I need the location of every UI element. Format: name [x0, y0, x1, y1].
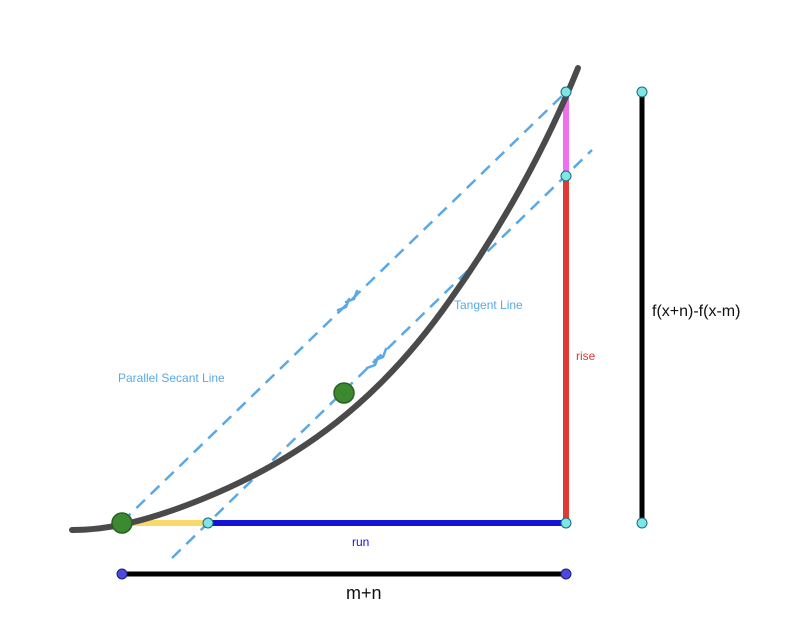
point-tangency[interactable] [333, 382, 355, 404]
tangent-label: Tangent Line [454, 298, 523, 312]
run-label: run [352, 535, 369, 549]
point-a[interactable] [111, 512, 133, 534]
point-width-right[interactable] [560, 568, 572, 580]
parallel-secant-label: Parallel Secant Line [118, 371, 225, 385]
point-run-start[interactable] [202, 517, 214, 529]
point-bar-top[interactable] [636, 86, 648, 98]
point-bar-bottom[interactable] [636, 517, 648, 529]
double-chevron-icon [365, 347, 388, 370]
point-secant-top[interactable] [560, 86, 572, 98]
function-curve [69, 65, 581, 533]
tangent-line [171, 149, 593, 559]
point-width-left[interactable] [116, 568, 128, 580]
double-chevron-icon [336, 289, 359, 312]
difference-label: f(x+n)-f(x-m) [652, 303, 740, 320]
point-run-end[interactable] [560, 517, 572, 529]
rise-label: rise [576, 349, 596, 363]
point-tangent-top[interactable] [560, 170, 572, 182]
width-label: m+n [346, 583, 382, 603]
